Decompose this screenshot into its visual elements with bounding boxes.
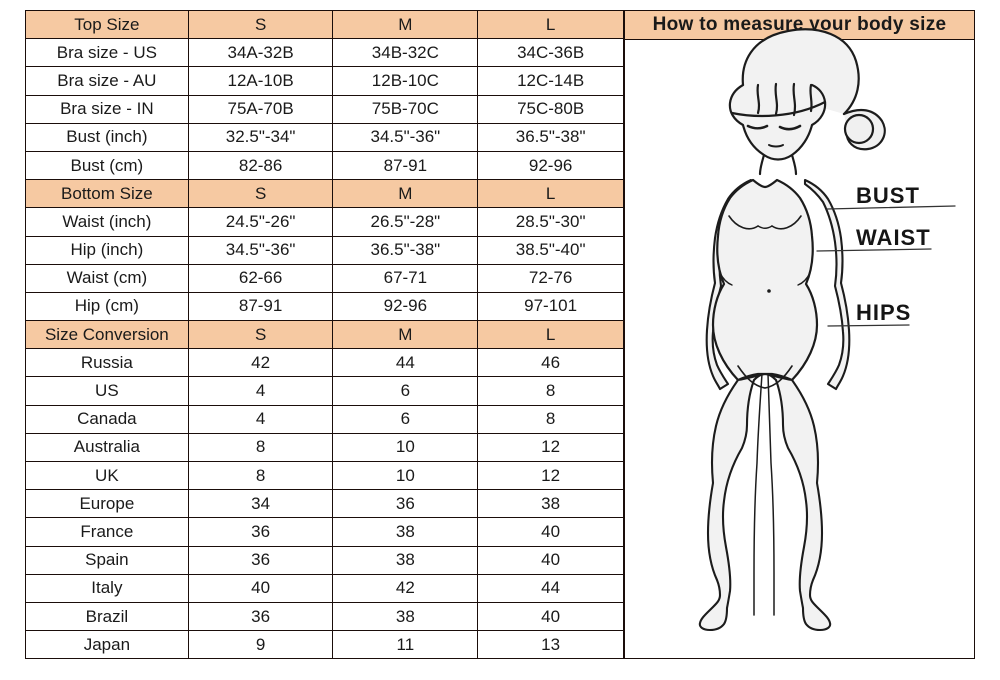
svg-text:WAIST: WAIST xyxy=(856,225,931,250)
svg-text:BUST: BUST xyxy=(856,183,920,208)
svg-text:HIPS: HIPS xyxy=(856,300,911,325)
